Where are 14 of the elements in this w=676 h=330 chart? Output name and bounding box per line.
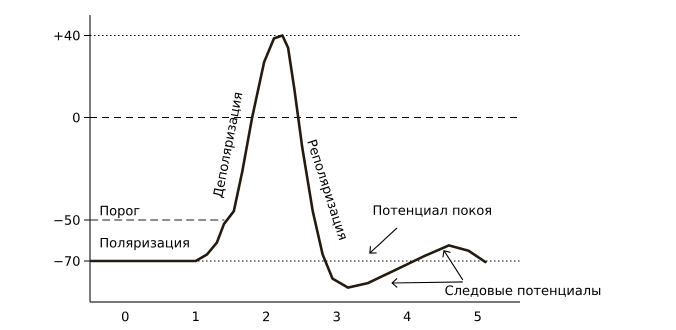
y-tick-label: −70 [54, 256, 80, 266]
x-tick-label: 5 [474, 312, 481, 322]
x-tick-label: 1 [193, 312, 199, 322]
annotation: Порог [100, 206, 140, 218]
x-tick-label: 2 [263, 312, 270, 322]
y-tick-label: +40 [54, 30, 80, 40]
annotation: Следовые потенциалы [445, 285, 600, 297]
x-tick-label: 4 [404, 312, 411, 322]
annotation: Потенциал покоя [374, 205, 491, 217]
y-tick-label: 0 [73, 112, 80, 122]
x-tick-label: 3 [334, 312, 340, 322]
y-tick-label: −50 [54, 215, 80, 225]
x-tick-label: 0 [122, 312, 129, 322]
annotation: Поляризация [100, 238, 189, 250]
